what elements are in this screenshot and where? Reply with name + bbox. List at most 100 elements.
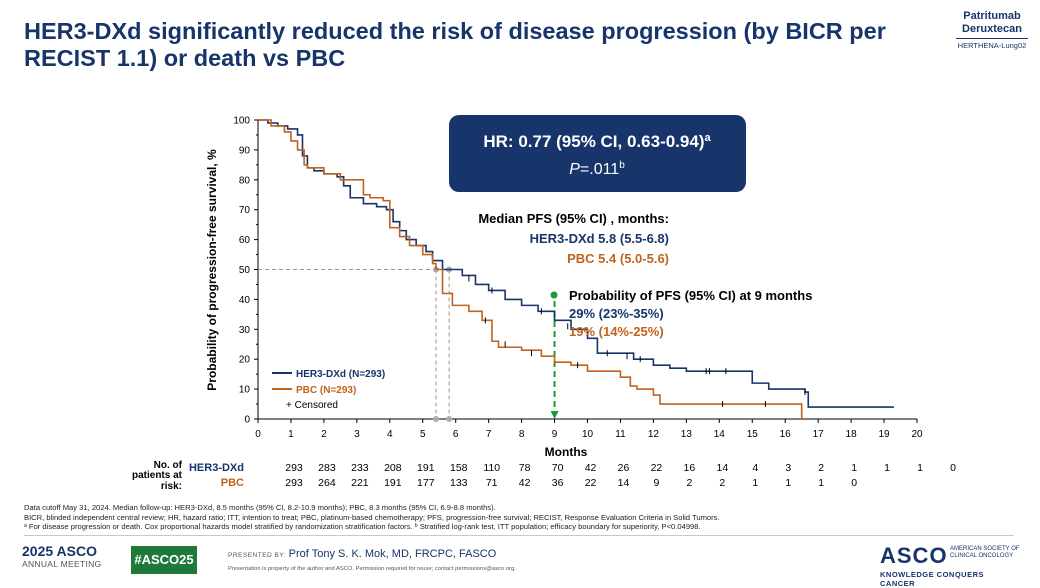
her3-curve <box>258 119 894 408</box>
x-tick-label: 3 <box>354 429 360 440</box>
y-tick-label: 30 <box>239 325 251 336</box>
hr-box <box>449 115 746 192</box>
median-pbc: PBC 5.4 (5.0-5.6) <box>567 251 669 266</box>
asco-meeting-logo: 2025 ASCO ANNUAL MEETING <box>22 543 101 569</box>
median-guides <box>258 266 559 422</box>
meeting-year: 2025 <box>22 543 54 559</box>
x-tick-label: 10 <box>582 429 594 440</box>
permission-note: Presentation is property of the author a… <box>228 566 516 572</box>
risk-her3-cell: 26 <box>618 462 630 474</box>
x-tick-label: 18 <box>846 429 858 440</box>
y-tick-label: 90 <box>239 145 251 156</box>
km-curves <box>258 119 894 419</box>
risk-her3-cell: 1 <box>884 462 890 474</box>
risk-label-2: patients at <box>132 470 183 481</box>
risk-her3-cell: 22 <box>651 462 663 474</box>
page-title: HER3-DXd significantly reduced the risk … <box>24 18 886 71</box>
asco-logo-text: ASCO <box>880 543 948 568</box>
risk-her3-cell: 283 <box>318 462 336 474</box>
y-tick-label: 50 <box>239 265 251 276</box>
drug-badge: Patritumab Deruxtecan HERTHENA-Lung02 <box>952 10 1032 50</box>
y-tick-label: 10 <box>239 385 251 396</box>
x-axis-label: Months <box>545 445 588 459</box>
risk-pbc-cell: 221 <box>351 477 369 489</box>
risk-pbc-cell: 2 <box>719 477 725 489</box>
x-tick-label: 2 <box>321 429 327 440</box>
median-marker-x <box>446 416 453 422</box>
risk-pbc-cell: 191 <box>384 477 402 489</box>
badge-divider <box>956 38 1028 39</box>
risk-her3-cell: 0 <box>950 462 956 474</box>
prob9-pbc: 19% (14%-25%) <box>569 324 664 339</box>
prob9-her3: 29% (23%-35%) <box>569 306 664 321</box>
x-tick-label: 15 <box>747 429 759 440</box>
y-tick-label: 40 <box>239 295 251 306</box>
y-tick-label: 70 <box>239 205 251 216</box>
y-tick-label: 100 <box>233 116 250 127</box>
risk-her3-cell: 110 <box>483 462 500 474</box>
legend-pbc: PBC (N=293) <box>296 385 356 396</box>
risk-pbc-cell: 293 <box>285 477 303 489</box>
x-tick-label: 7 <box>486 429 492 440</box>
risk-pbc-cell: 133 <box>450 477 468 489</box>
prob9-heading: Probability of PFS (95% CI) at 9 months <box>569 288 812 303</box>
x-tick-label: 20 <box>911 429 923 440</box>
censor-marks <box>468 275 806 408</box>
risk-pbc-cell: 9 <box>654 477 660 489</box>
footnote-line: BICR, blinded independent central review… <box>24 512 720 522</box>
risk-pbc-cell: 71 <box>486 477 498 489</box>
risk-her3-cell: 1 <box>851 462 857 474</box>
x-tick-label: 11 <box>615 429 626 440</box>
risk-her3-cell: 16 <box>684 462 696 474</box>
risk-her3-cell: 208 <box>384 462 402 474</box>
median-heading: Median PFS (95% CI) , months: <box>478 211 669 226</box>
risk-her3-cell: 14 <box>717 462 729 474</box>
asco-logo: ASCO AMERICAN SOCIETY OF CLINICAL ONCOLO… <box>880 543 1020 588</box>
risk-her3-cell: 3 <box>785 462 791 474</box>
risk-pbc-cell: 42 <box>519 477 531 489</box>
p-value-text: P=.011b <box>569 160 625 178</box>
legend-censored: + Censored <box>286 400 338 411</box>
risk-pbc-cell: 1 <box>785 477 791 489</box>
risk-pbc-cell: 0 <box>851 477 857 489</box>
x-tick-label: 0 <box>255 429 261 440</box>
risk-her3-cell: 4 <box>752 462 758 474</box>
legend-her3: HER3-DXd (N=293) <box>296 369 385 380</box>
risk-label-1: No. of <box>154 460 183 471</box>
risk-her3-cell: 42 <box>585 462 597 474</box>
risk-pbc-cell: 36 <box>552 477 564 489</box>
risk-her3-label: HER3-DXd <box>189 462 244 474</box>
median-marker-x <box>432 416 439 422</box>
presented-label: PRESENTED BY: <box>228 552 287 559</box>
risk-her3-cell: 158 <box>450 462 468 474</box>
risk-pbc-cell: 14 <box>618 477 630 489</box>
badge-trial: HERTHENA-Lung02 <box>957 41 1027 50</box>
risk-pbc-cell: 22 <box>585 477 597 489</box>
society-name: AMERICAN SOCIETY OF CLINICAL ONCOLOGY <box>950 546 1020 559</box>
risk-pbc-cell: 1 <box>818 477 824 489</box>
meeting-asco: ASCO <box>56 543 97 559</box>
risk-her3-cell: 191 <box>417 462 435 474</box>
risk-her3-cell: 2 <box>818 462 824 474</box>
risk-pbc-cell: 1 <box>752 477 758 489</box>
x-tick-label: 14 <box>714 429 726 440</box>
x-tick-label: 13 <box>681 429 693 440</box>
x-tick-label: 17 <box>813 429 825 440</box>
pbc-curve <box>258 119 803 419</box>
presenter-name: Prof Tony S. K. Mok, MD, FRCPC, FASCO <box>288 548 497 560</box>
hashtag-badge: #ASCO25 <box>131 546 197 574</box>
risk-her3-cell: 1 <box>917 462 923 474</box>
risk-label-3: risk: <box>161 481 182 492</box>
footnote-line: Data cutoff May 31, 2024. Median follow-… <box>24 503 496 512</box>
x-tick-label: 12 <box>648 429 660 440</box>
risk-pbc-label: PBC <box>221 477 244 489</box>
footer-divider <box>24 535 1014 536</box>
x-tick-label: 4 <box>387 429 393 440</box>
median-her3: HER3-DXd 5.8 (5.5-6.8) <box>530 231 669 246</box>
x-tick-label: 9 <box>552 429 558 440</box>
landmark-dot <box>550 291 558 299</box>
y-tick-label: 80 <box>239 175 251 186</box>
badge-line2: Deruxtecan <box>962 23 1022 35</box>
